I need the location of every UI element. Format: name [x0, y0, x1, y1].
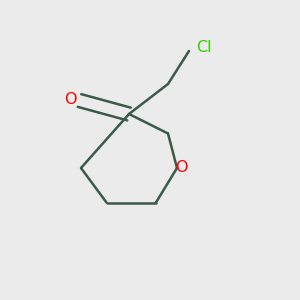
Text: O: O — [64, 92, 77, 106]
Text: Cl: Cl — [196, 40, 212, 56]
Text: O: O — [175, 160, 188, 175]
